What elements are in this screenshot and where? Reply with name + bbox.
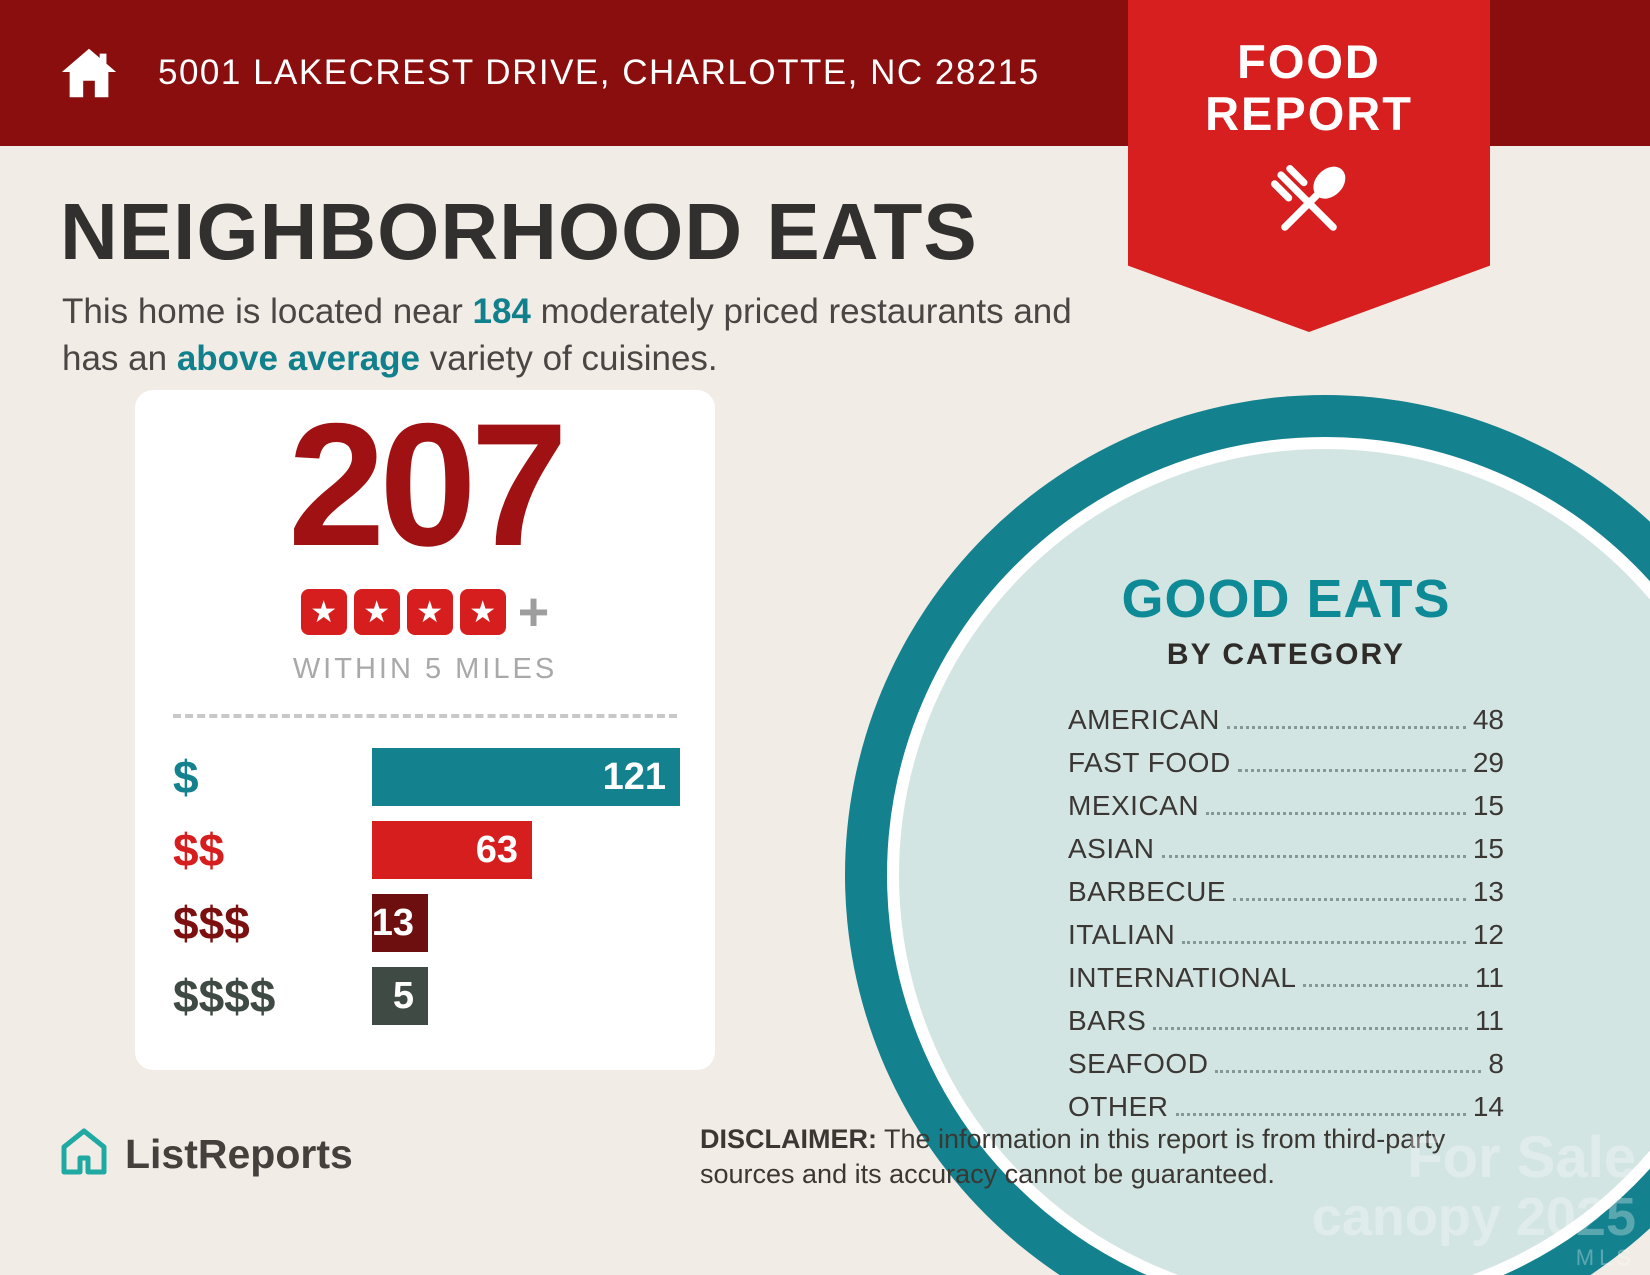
- price-tier-label: $$$$: [173, 970, 276, 1022]
- category-value: 29: [1472, 747, 1504, 778]
- dot-leader: [1175, 1113, 1466, 1116]
- star-icon: ★: [300, 589, 347, 635]
- disclaimer: DISCLAIMER: The information in this repo…: [700, 1122, 1530, 1192]
- watermark: For Sale canopy 2025 MLS: [1311, 1125, 1636, 1270]
- star-icon: ★: [406, 589, 453, 635]
- dot-leader: [1303, 984, 1468, 987]
- category-value: 14: [1472, 1091, 1504, 1122]
- home-icon: [58, 42, 120, 104]
- category-row: SEAFOOD 8: [1068, 1040, 1504, 1083]
- listreports-brand: ListReports: [58, 1126, 353, 1183]
- price-tier-row: $121: [173, 748, 715, 806]
- category-label: SEAFOOD: [1068, 1048, 1209, 1079]
- star-icon: ★: [353, 589, 400, 635]
- watermark-line: For Sale: [1407, 1125, 1636, 1191]
- listreports-logo-icon: [58, 1126, 110, 1183]
- dot-leader: [1215, 1070, 1482, 1073]
- category-label: BARS: [1068, 1005, 1147, 1036]
- good-eats-title: GOOD EATS: [1121, 569, 1451, 629]
- price-tier-value: 121: [602, 755, 666, 798]
- brand-name: ListReports: [125, 1131, 353, 1177]
- category-row: BARBECUE 13: [1068, 868, 1504, 911]
- category-value: 8: [1488, 1048, 1504, 1079]
- dot-leader: [1161, 855, 1466, 858]
- price-tier-row: $$ 63: [173, 821, 715, 879]
- intro-text: This home is located near 184 moderately…: [62, 288, 1122, 383]
- category-label: BARBECUE: [1068, 876, 1227, 907]
- category-value: 12: [1472, 919, 1504, 950]
- category-value: 11: [1474, 962, 1504, 993]
- intro-text-part: This home is located near: [62, 292, 473, 331]
- total-restaurants: 207: [288, 388, 568, 583]
- price-tier-label: $$: [173, 824, 225, 876]
- category-row: ASIAN 15: [1068, 825, 1504, 868]
- radius-label: WITHIN 5 MILES: [292, 653, 558, 685]
- price-tier-bar: 121: [372, 748, 680, 806]
- dashed-divider: [173, 714, 677, 718]
- category-label: FAST FOOD: [1068, 747, 1231, 778]
- price-tier-row: $$$$ 5: [173, 967, 715, 1025]
- category-row: AMERICAN 48: [1068, 696, 1504, 739]
- food-report-ribbon: FOOD REPORT: [1128, 0, 1490, 332]
- category-value: 15: [1472, 833, 1504, 864]
- price-tier-value: 63: [475, 828, 518, 871]
- intro-text-part: moderately priced restaurants and has an: [62, 292, 1072, 379]
- watermark-line: canopy 2025: [1311, 1187, 1636, 1248]
- price-tier-value: 13: [371, 901, 414, 944]
- good-eats-panel: GOOD EATS BY CATEGORY AMERICAN 48 FAST FOO…: [1068, 568, 1504, 1126]
- category-row: FAST FOOD 29: [1068, 739, 1504, 782]
- restaurant-count: 184: [472, 292, 531, 331]
- property-address: 5001 LAKECREST DRIVE, CHARLOTTE, NC 2821…: [158, 53, 1040, 92]
- watermark-line: MLS: [1575, 1244, 1636, 1270]
- category-label: MEXICAN: [1068, 790, 1200, 821]
- price-tier-bar: 63: [372, 821, 532, 879]
- plus-sign: +: [517, 582, 550, 642]
- crossed-utensils-icon: [1128, 149, 1490, 257]
- disclaimer-text: The information in this report is from t…: [700, 1124, 1446, 1190]
- dot-leader: [1237, 769, 1466, 772]
- category-row: MEXICAN 15: [1068, 782, 1504, 825]
- price-tier-bar: 13: [372, 894, 428, 952]
- page-title: NEIGHBORHOOD EATS: [60, 187, 978, 276]
- price-tier-bar: 5: [372, 967, 428, 1025]
- category-label: OTHER: [1068, 1091, 1169, 1122]
- dot-leader: [1182, 941, 1466, 944]
- category-list: AMERICAN 48 FAST FOOD 29 MEXICAN 15 ASIAN 15 BAR…: [1068, 696, 1504, 1126]
- good-eats-subtitle: BY CATEGORY: [1166, 638, 1406, 671]
- ribbon-title-line2: REPORT: [1205, 86, 1413, 140]
- variety-rating: above average: [176, 339, 421, 379]
- dot-leader: [1206, 812, 1466, 815]
- category-row: BARS 11: [1068, 997, 1504, 1040]
- category-label: ITALIAN: [1068, 919, 1176, 950]
- category-value: 13: [1472, 876, 1504, 907]
- dot-leader: [1153, 1027, 1468, 1030]
- category-label: INTERNATIONAL: [1068, 962, 1297, 993]
- category-value: 15: [1472, 790, 1504, 821]
- category-row: OTHER 14: [1068, 1083, 1504, 1126]
- category-value: 48: [1472, 704, 1504, 735]
- dot-leader: [1226, 726, 1466, 729]
- star-tiles: ★ ★ ★ ★: [300, 589, 506, 635]
- price-tier-label: $$$: [173, 897, 250, 949]
- category-row: INTERNATIONAL 11: [1068, 954, 1504, 997]
- disclaimer-label: DISCLAIMER:: [700, 1124, 877, 1154]
- summary-card: 207 ★ ★ ★ ★ + WITHIN 5 MILES $121 $$ 63 $$$ 13 $…: [135, 390, 715, 1070]
- category-row: ITALIAN 12: [1068, 911, 1504, 954]
- price-tier-label: $: [173, 751, 199, 803]
- intro-text-part: variety of cuisines.: [420, 339, 718, 379]
- category-value: 11: [1474, 1005, 1504, 1036]
- star-icon: ★: [459, 589, 506, 635]
- category-label: AMERICAN: [1068, 704, 1220, 735]
- price-tier-value: 5: [392, 974, 414, 1017]
- price-tier-row: $$$ 13: [173, 894, 715, 952]
- price-bars: $121 $$ 63 $$$ 13 $$$$ 5: [173, 748, 715, 1025]
- ribbon-title-line1: FOOD: [1237, 35, 1381, 88]
- stars-row: ★ ★ ★ ★ +: [135, 585, 715, 639]
- dot-leader: [1233, 898, 1466, 901]
- category-label: ASIAN: [1068, 833, 1155, 864]
